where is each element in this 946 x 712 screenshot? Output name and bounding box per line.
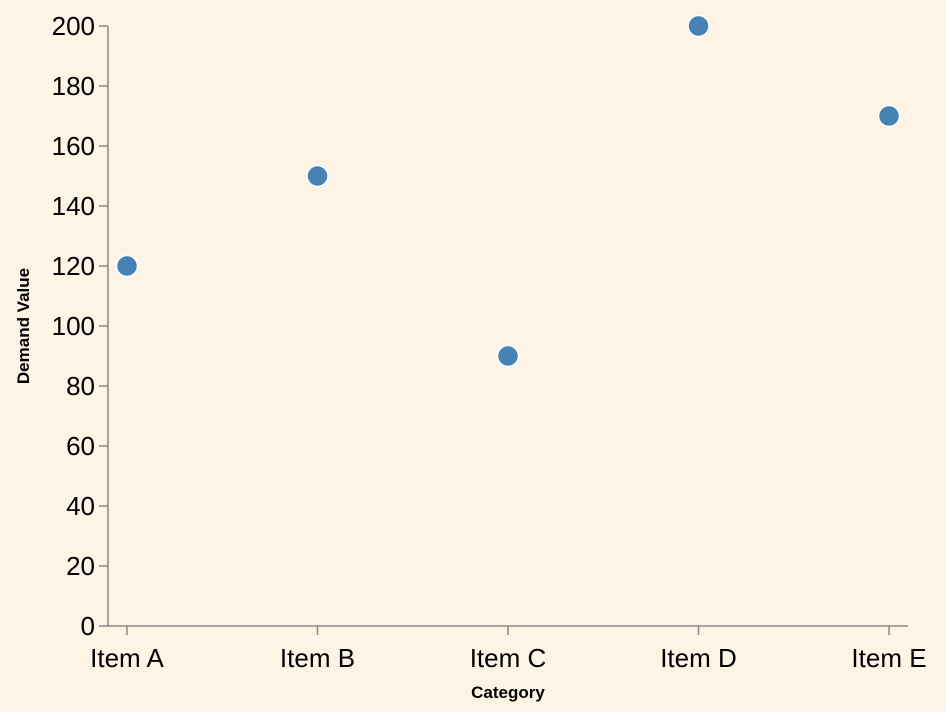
y-tick-label: 120 xyxy=(52,251,95,281)
x-tick-label: Item D xyxy=(660,643,737,673)
x-tick-label: Item B xyxy=(280,643,355,673)
y-axis: 0 20 40 60 80 100 120 140 160 180 200 xyxy=(52,11,109,641)
y-tick-label: 0 xyxy=(81,611,95,641)
x-tick-label: Item A xyxy=(90,643,164,673)
y-tick-label: 160 xyxy=(52,131,95,161)
x-tick-label: Item C xyxy=(470,643,547,673)
y-axis-title: Demand Value xyxy=(14,268,33,384)
x-axis: Item A Item B Item C Item D Item E xyxy=(90,625,927,673)
y-tick-label: 200 xyxy=(52,11,95,41)
y-tick-label: 180 xyxy=(52,71,95,101)
y-tick-label: 60 xyxy=(66,431,95,461)
data-point[interactable] xyxy=(115,254,139,278)
data-point[interactable] xyxy=(306,164,329,188)
y-tick-label: 140 xyxy=(52,191,95,221)
y-tick-label: 80 xyxy=(66,371,95,401)
y-tick-label: 20 xyxy=(66,551,95,581)
data-point[interactable] xyxy=(496,344,520,368)
data-points xyxy=(115,14,901,368)
data-point[interactable] xyxy=(877,104,901,128)
x-tick-label: Item E xyxy=(851,643,926,673)
y-tick-label: 100 xyxy=(52,311,95,341)
x-axis-title: Category xyxy=(471,683,545,702)
y-tick-label: 40 xyxy=(66,491,95,521)
data-point[interactable] xyxy=(687,14,710,38)
